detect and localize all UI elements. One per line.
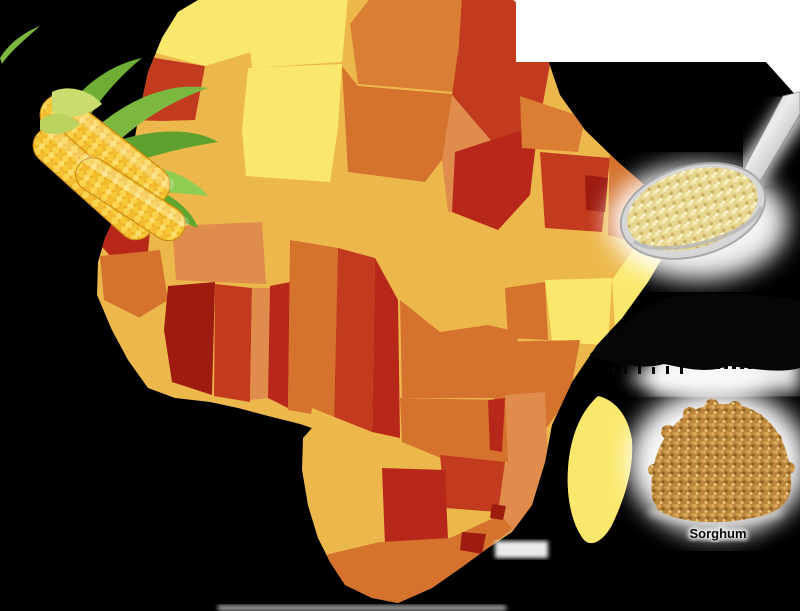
- map-region: [172, 222, 266, 284]
- map-region: [100, 250, 168, 322]
- corn-leaf: [0, 26, 40, 64]
- map-region: [545, 278, 612, 345]
- map-region-madagascar: [567, 396, 633, 544]
- map-region: [306, 460, 382, 560]
- map-region: [268, 282, 290, 408]
- map-region: [214, 284, 252, 402]
- map-region: [585, 175, 608, 212]
- map-region: [242, 64, 342, 182]
- dark-text-silhouette: [590, 292, 800, 394]
- pile-bumps: [648, 399, 795, 476]
- map-region: [540, 152, 610, 232]
- map-region: [342, 66, 452, 182]
- map-region: [150, 0, 268, 66]
- label-glow-2: [630, 362, 770, 394]
- map-region: [505, 282, 548, 340]
- map-region: [520, 96, 585, 152]
- maize-cobs-photo: [0, 26, 218, 242]
- corn-husk: [40, 113, 80, 134]
- white-bottom-sliver: [218, 605, 506, 611]
- map-region: [400, 398, 512, 468]
- spoon-bowl: [619, 162, 767, 260]
- map-region: [452, 125, 538, 230]
- grain-pile-photo: Sorghum Sorghum: [628, 388, 800, 543]
- grain-pile-caption-halo: Sorghum: [689, 526, 746, 541]
- map-region: [350, 0, 462, 92]
- silhouette-letter-strokes: [612, 356, 792, 374]
- map-region: [288, 240, 338, 418]
- map-region: [334, 248, 375, 432]
- map-region: [398, 240, 492, 330]
- map-region: [440, 455, 505, 512]
- map-region: [490, 504, 506, 520]
- corn-cob: [75, 154, 189, 242]
- map-region: [460, 532, 486, 554]
- grain-pile: [651, 403, 792, 523]
- map-region: [104, 300, 140, 352]
- map-region: [382, 468, 448, 545]
- corn-husk: [52, 88, 102, 117]
- spoon-of-millet-photo: [608, 91, 800, 280]
- white-top-right-panel: [516, 0, 800, 100]
- map-region: [250, 288, 270, 400]
- map-region: [400, 300, 518, 398]
- silhouette-blob: [590, 292, 800, 371]
- grain-pile-caption: Sorghum: [689, 526, 746, 541]
- white-remnant-block: [495, 541, 548, 558]
- map-region: [248, 0, 348, 68]
- map-region: [164, 282, 215, 395]
- map-region: [488, 398, 505, 452]
- map-region: [372, 258, 400, 438]
